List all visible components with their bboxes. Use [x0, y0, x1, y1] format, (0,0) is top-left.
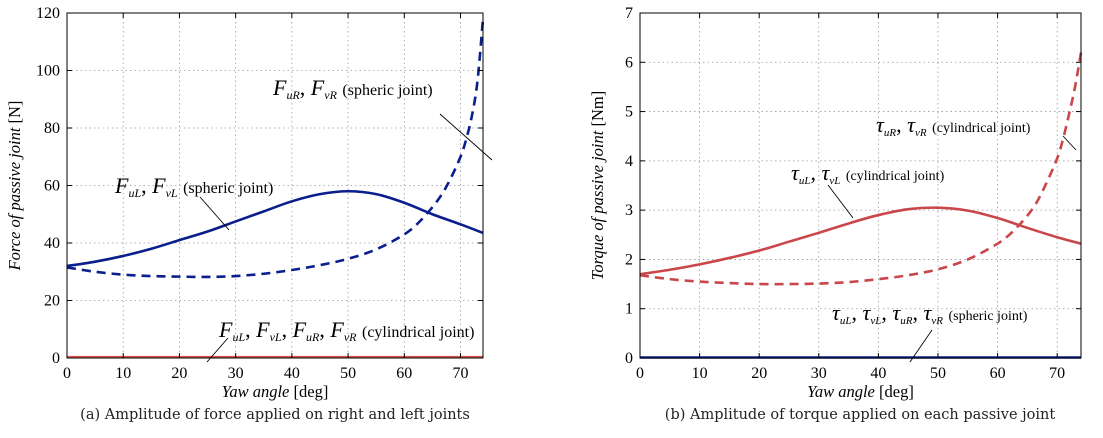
y-tick-label: 3 — [625, 202, 633, 219]
y-tick-label: 120 — [36, 5, 60, 22]
y-tick-label: 7 — [625, 5, 633, 22]
series-group — [66, 18, 485, 359]
series-line-1 — [639, 206, 1082, 276]
x-tick-label: 70 — [1049, 365, 1065, 382]
annotation-label: FuR, FvR (spheric joint) — [272, 75, 433, 102]
annotation-label: τuR, τvR (cylindrical joint) — [876, 112, 1031, 139]
annotation-leader — [827, 184, 854, 219]
x-axis-label: Yaw angle [deg] — [807, 382, 914, 401]
grid — [640, 13, 1081, 358]
x-tick-label: 50 — [340, 365, 356, 382]
x-axis-label: Yaw angle [deg] — [222, 382, 329, 401]
y-tick-label: 5 — [625, 104, 633, 121]
annotation-label: τuL, τvL, τuR, τvR (spheric joint) — [832, 300, 1028, 327]
x-tick-label: 70 — [453, 365, 469, 382]
x-tick-label: 60 — [990, 365, 1006, 382]
annotations: FuR, FvR (spheric joint) FuL, FvL (spheri… — [114, 75, 493, 363]
x-tick-label: 20 — [751, 365, 767, 382]
series-line-1 — [66, 189, 484, 268]
annotation-leader — [1062, 135, 1077, 151]
annotation-leader — [206, 337, 229, 363]
y-tick-label: 100 — [36, 63, 60, 80]
grid — [67, 13, 483, 358]
y-axis-label: Torque of passive joint [Nm] — [588, 91, 607, 280]
x-tick-label: 0 — [636, 365, 644, 382]
x-tick-label: 40 — [284, 365, 300, 382]
figure-caption: (b) Amplitude of torque applied on each … — [665, 407, 1056, 423]
series-line-2 — [66, 18, 485, 279]
y-tick-label: 80 — [44, 120, 60, 137]
x-tick-label: 60 — [396, 365, 412, 382]
x-tick-label: 30 — [228, 365, 244, 382]
y-tick-label: 40 — [44, 235, 60, 252]
figure-caption: (a) Amplitude of force applied on right … — [80, 407, 470, 423]
annotation-leader — [439, 113, 493, 161]
tick-labels: 0 10 20 30 40 50 60 70 0 20 40 60 80 100 120 — [36, 5, 483, 382]
x-tick-label: 10 — [692, 365, 708, 382]
y-tick-label: 6 — [625, 54, 633, 71]
annotation-label: τuL, τvL (cylindrical joint) — [791, 160, 945, 187]
x-tick-label: 20 — [171, 365, 187, 382]
tick-labels: 0 10 20 30 40 50 60 70 0 1 2 3 4 5 6 7 — [625, 5, 1081, 382]
x-tick-label: 10 — [115, 365, 131, 382]
annotation-label: FuL, FvL, FuR, FvR (cylindrical joint) — [218, 317, 474, 344]
y-tick-label: 2 — [625, 251, 633, 268]
series-line-2 — [639, 52, 1083, 286]
x-tick-label: 40 — [870, 365, 886, 382]
y-tick-label: 0 — [625, 350, 633, 367]
chart-torque: 0 10 20 30 40 50 60 70 0 1 2 3 4 5 6 7 Yaw angle [deg] To… — [588, 5, 1083, 423]
x-tick-label: 0 — [63, 365, 71, 382]
y-tick-label: 60 — [44, 178, 60, 195]
x-tick-label: 30 — [811, 365, 827, 382]
y-tick-label: 4 — [625, 153, 633, 170]
axes-frame — [639, 12, 1082, 359]
x-tick-label: 50 — [930, 365, 946, 382]
y-tick-label: 1 — [625, 301, 633, 318]
annotations: τuR, τvR (cylindrical joint) τuL, τvL (cy… — [791, 112, 1077, 363]
y-tick-label: 0 — [52, 350, 60, 367]
y-axis-label: Force of passive joint [N] — [5, 101, 24, 272]
annotation-leader — [199, 196, 230, 231]
annotation-leader — [909, 329, 933, 363]
chart-force: 0 10 20 30 40 50 60 70 0 20 40 60 80 100 120 Yaw angle … — [5, 5, 493, 423]
annotation-label: FuL, FvL (spheric joint) — [114, 173, 273, 200]
y-tick-label: 20 — [44, 293, 60, 310]
